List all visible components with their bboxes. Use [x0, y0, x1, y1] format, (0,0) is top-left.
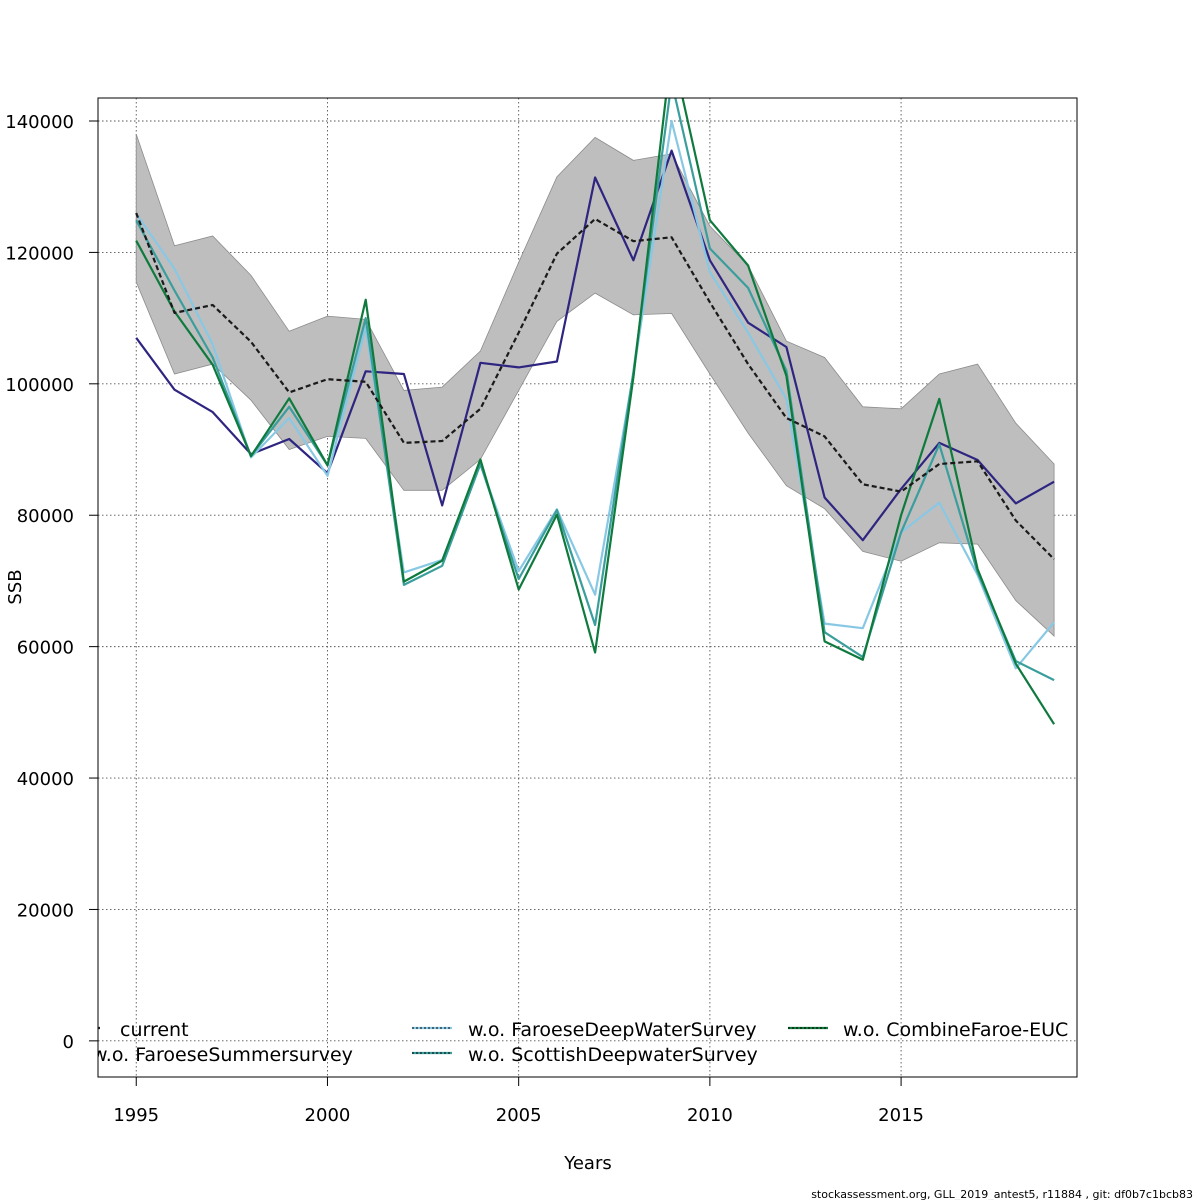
series-line-w-o-faroesesummersurvey [135, 149, 1055, 542]
legend-label-w-o-faroesesummersurvey: w.o. FaroeseSummersurvey [92, 1044, 353, 1066]
y-tick-label: 80000 [17, 506, 74, 527]
y-tick-label: 40000 [17, 769, 74, 790]
y-tick-label: 120000 [5, 243, 74, 264]
y-tick-label: 60000 [17, 638, 74, 659]
axes: 1995 2000 2005 2010 2015 0 20000 40000 60000 8000… [5, 112, 924, 1126]
y-axis-title: SSB [5, 569, 26, 604]
y-tick-label: 0 [63, 1032, 74, 1053]
legend-label-current: current [120, 1019, 189, 1041]
series-line-w-o-scottishdeepwatersurvey [135, 98, 1055, 682]
plot-frame [97, 97, 1078, 1078]
legend-label-w-o-scottishdeepwatersurvey: w.o. ScottishDeepwaterSurvey [468, 1044, 758, 1066]
legend-label-w-o-faroesedeepwatersurvey: w.o. FaroeseDeepWaterSurvey [468, 1019, 757, 1041]
confidence-band [135, 133, 1055, 638]
legend: current w.o. FaroeseSummersurvey w.o. Faro… [92, 1019, 1068, 1066]
y-tick-label: 100000 [5, 375, 74, 396]
legend-label-w-o-combinefaroe-euc: w.o. CombineFaroe-EUC [843, 1019, 1068, 1041]
x-axis-title: Years [563, 1153, 612, 1174]
x-tick-label: 2015 [878, 1105, 924, 1126]
footer-text: stockassessment.org, GLL_2019_antest5, r… [811, 1188, 1193, 1200]
y-tick-label: 140000 [5, 112, 74, 133]
x-tick-label: 1995 [113, 1105, 159, 1126]
series-line-w-o-combinefaroe-euc [135, 98, 1056, 725]
y-tick-label: 20000 [17, 900, 74, 921]
confidence-band-layer [135, 133, 1055, 638]
series-layer [135, 98, 1056, 725]
x-tick-label: 2000 [305, 1105, 351, 1126]
x-tick-label: 2010 [687, 1105, 733, 1126]
x-tick-label: 2005 [496, 1105, 542, 1126]
